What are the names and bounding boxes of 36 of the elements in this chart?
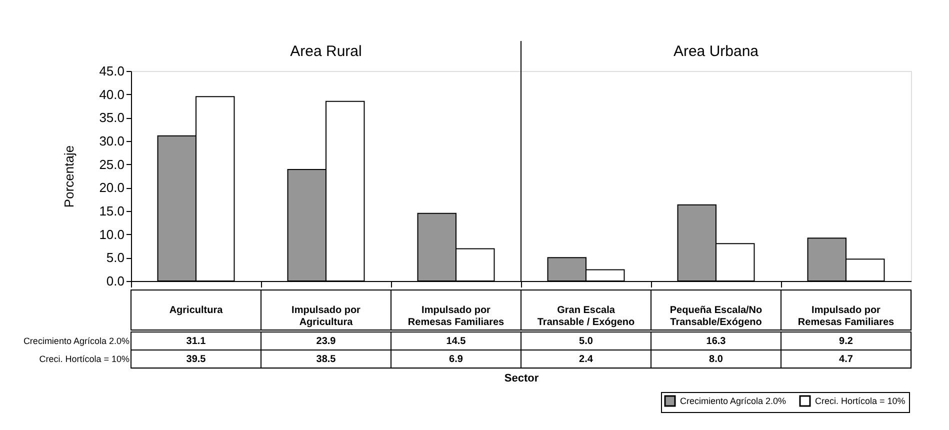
data-label: 5.0 — [579, 336, 594, 347]
x-tick-label: Impulsado por Agricultura — [292, 305, 361, 328]
text: Crecimiento Agrícola 2.0% — [23, 336, 130, 346]
y-axis-title: Porcentaje — [62, 145, 76, 208]
y-tick-label: 35.0 — [99, 110, 124, 126]
text: Creci. Hortícola = 10% — [39, 354, 130, 364]
legend-label: Crecimiento Agrícola 2.0% — [680, 396, 786, 406]
data-label: 39.5 — [186, 354, 206, 365]
y-tick-label: 10.0 — [99, 226, 124, 242]
x-tick-label: Agricultura — [169, 305, 224, 316]
x-tick-label: Impulsado por Remesas Familiares — [408, 305, 505, 328]
y-tick-label: 0.0 — [106, 274, 124, 288]
data-label: 14.5 — [446, 336, 466, 347]
text: Area Urbana — [673, 43, 760, 60]
data-label: 16.3 — [706, 336, 726, 347]
x-tick-label: Gran Escala Transable / Exógeno — [537, 305, 635, 328]
x-tick-label: Impulsado por Remesas Familiares — [798, 305, 895, 328]
y-tick-label: 5.0 — [106, 250, 124, 266]
x-axis-title: Sector — [504, 372, 540, 384]
legend-label: Creci. Hortícola = 10% — [815, 396, 906, 406]
data-label: 9.2 — [839, 336, 854, 347]
y-tick-label: 15.0 — [99, 204, 124, 218]
data-label: 31.1 — [186, 336, 206, 347]
data-label: 6.9 — [449, 354, 464, 365]
data-label: 38.5 — [316, 354, 336, 365]
y-tick-label: 45.0 — [99, 64, 124, 78]
y-tick-label: 20.0 — [99, 180, 124, 196]
y-tick-label: 40.0 — [99, 86, 124, 102]
y-tick-label: 25.0 — [99, 156, 124, 172]
x-tick-label: Pequeña Escala/No Transable/Exógeno — [670, 305, 762, 328]
data-label: 23.9 — [316, 336, 336, 347]
y-tick-label: 30.0 — [99, 134, 124, 148]
text: Area Rural — [290, 43, 362, 60]
data-label: 4.7 — [839, 354, 854, 365]
data-label: 8.0 — [709, 354, 724, 365]
data-label: 2.4 — [579, 354, 594, 365]
